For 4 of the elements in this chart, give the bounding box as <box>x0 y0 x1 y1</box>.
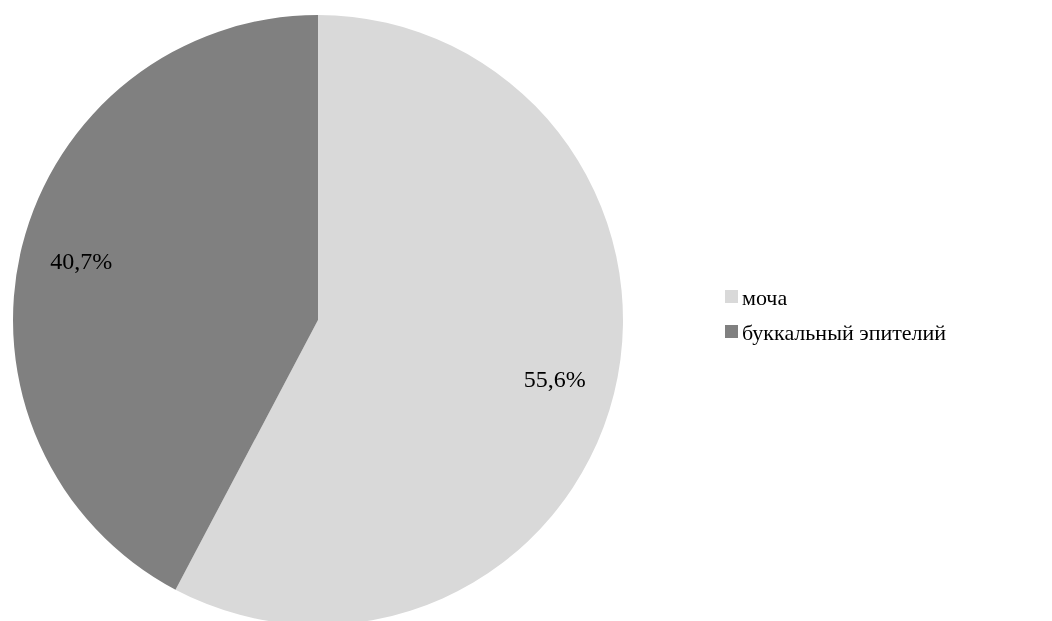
legend-label: моча <box>742 284 788 310</box>
legend-label: буккальный эпителий <box>742 319 947 345</box>
data-label: 40,7% <box>50 248 113 275</box>
data-label: 55,6% <box>523 365 586 392</box>
